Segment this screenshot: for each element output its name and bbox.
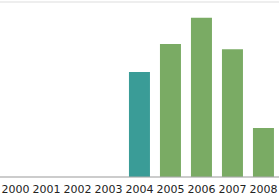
svg-text:2008: 2008: [250, 183, 273, 195]
svg-text:2000: 2000: [8, 183, 30, 195]
svg-text:2002: 2002: [64, 183, 92, 195]
svg-text:2006: 2006: [188, 183, 216, 195]
svg-text:2004: 2004: [126, 183, 154, 195]
svg-text:2007: 2007: [219, 183, 247, 195]
svg-text:2003: 2003: [95, 183, 123, 195]
svg-text:2005: 2005: [157, 183, 185, 195]
svg-text:2001: 2001: [33, 183, 61, 195]
